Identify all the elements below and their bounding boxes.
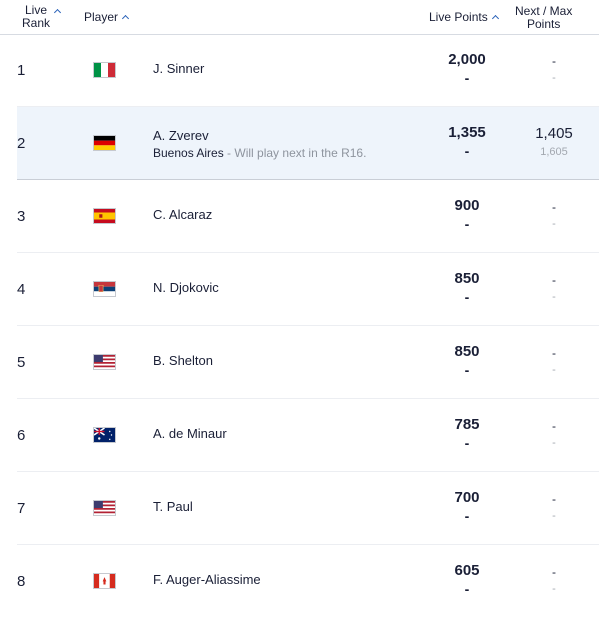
live-points-value: 2,000 — [448, 51, 486, 68]
points-change: - — [464, 362, 470, 378]
points-change: - — [464, 581, 470, 597]
sort-up-icon[interactable] — [53, 7, 63, 17]
max-points: - — [552, 218, 556, 230]
usa-flag-icon — [93, 500, 116, 516]
points-change: - — [464, 435, 470, 451]
live-points-value: 785 — [454, 416, 480, 433]
player-name-link[interactable]: A. Zverev — [153, 128, 209, 143]
next-points: - — [552, 200, 556, 214]
table-row[interactable]: 5 B. Shelton 850 - - - — [17, 326, 599, 399]
max-points: - — [552, 72, 556, 84]
points-change: - — [464, 508, 470, 524]
rank-value: 5 — [17, 353, 26, 371]
max-points: - — [552, 364, 556, 376]
player-name-link[interactable]: F. Auger-Aliassime — [153, 572, 261, 587]
player-name-link[interactable]: J. Sinner — [153, 61, 205, 76]
rank-value: 4 — [17, 280, 26, 298]
max-points: - — [552, 291, 556, 303]
max-points: 1,605 — [540, 146, 568, 158]
live-points-header-label: Live Points — [429, 10, 488, 24]
table-row[interactable]: 1 J. Sinner 2,000 - - - — [17, 34, 599, 107]
next-points: - — [552, 54, 556, 68]
australia-flag-icon — [93, 427, 116, 443]
usa-flag-icon — [93, 354, 116, 370]
points-change: - — [464, 70, 470, 86]
match-note: - Will play next in the R16. — [223, 146, 367, 160]
table-row[interactable]: 2 A. Zverev Buenos Aires - Will play nex… — [17, 107, 599, 180]
player-sort-header[interactable]: Player — [84, 11, 131, 24]
next-max-points-header: Next / Max Points — [515, 5, 572, 31]
sort-up-icon[interactable] — [121, 13, 131, 23]
rank-value: 6 — [17, 426, 26, 444]
player-name-link[interactable]: C. Alcaraz — [153, 207, 213, 222]
live-points-value: 900 — [454, 197, 480, 214]
live-points-value: 605 — [454, 562, 480, 579]
points-change: - — [464, 216, 470, 232]
next-points: - — [552, 492, 556, 506]
table-row[interactable]: 3 C. Alcaraz 900 - - - — [17, 180, 599, 253]
rank-value: 2 — [17, 134, 26, 152]
table-row[interactable]: 6 A. de Minaur 785 - - - — [17, 399, 599, 472]
table-header: Live Rank Player Live Points Next / Max … — [0, 0, 599, 35]
max-points: - — [552, 437, 556, 449]
live-points-value: 700 — [454, 489, 480, 506]
live-points-value: 850 — [454, 343, 480, 360]
points-change: - — [464, 289, 470, 305]
next-points: - — [552, 273, 556, 287]
rank-value: 1 — [17, 61, 26, 79]
tournament-status: Buenos Aires - Will play next in the R16… — [153, 146, 366, 160]
live-points-sort-header[interactable]: Live Points — [429, 11, 501, 24]
live-points-value: 850 — [454, 270, 480, 287]
player-header-label: Player — [84, 10, 119, 24]
next-points: - — [552, 419, 556, 433]
germany-flag-icon — [93, 135, 116, 151]
tournament-name: Buenos Aires — [153, 146, 224, 160]
rank-value: 8 — [17, 572, 26, 590]
canada-flag-icon — [93, 573, 116, 589]
next-points: - — [552, 346, 556, 360]
rank-value: 7 — [17, 499, 26, 517]
next-points: 1,405 — [535, 125, 573, 142]
spain-flag-icon — [93, 208, 116, 224]
player-name-link[interactable]: A. de Minaur — [153, 426, 227, 441]
rank-value: 3 — [17, 207, 26, 225]
serbia-flag-icon — [93, 281, 116, 297]
player-name-link[interactable]: B. Shelton — [153, 353, 213, 368]
points-change: - — [464, 143, 470, 159]
player-name-link[interactable]: T. Paul — [153, 499, 193, 514]
live-rank-sort-header[interactable]: Live Rank — [22, 4, 63, 30]
max-points: - — [552, 583, 556, 595]
player-name-link[interactable]: N. Djokovic — [153, 280, 219, 295]
table-row[interactable]: 4 N. Djokovic 850 - - - — [17, 253, 599, 326]
live-rank-header-label: Live Rank — [22, 3, 51, 30]
table-row[interactable]: 7 T. Paul 700 - - - — [17, 472, 599, 545]
live-points-value: 1,355 — [448, 124, 486, 141]
table-row[interactable]: 8 F. Auger-Aliassime 605 - - - — [17, 545, 599, 617]
next-max-header-label: Next / Max Points — [515, 4, 573, 31]
sort-up-icon[interactable] — [491, 13, 501, 23]
next-points: - — [552, 565, 556, 579]
italy-flag-icon — [93, 62, 116, 78]
max-points: - — [552, 510, 556, 522]
